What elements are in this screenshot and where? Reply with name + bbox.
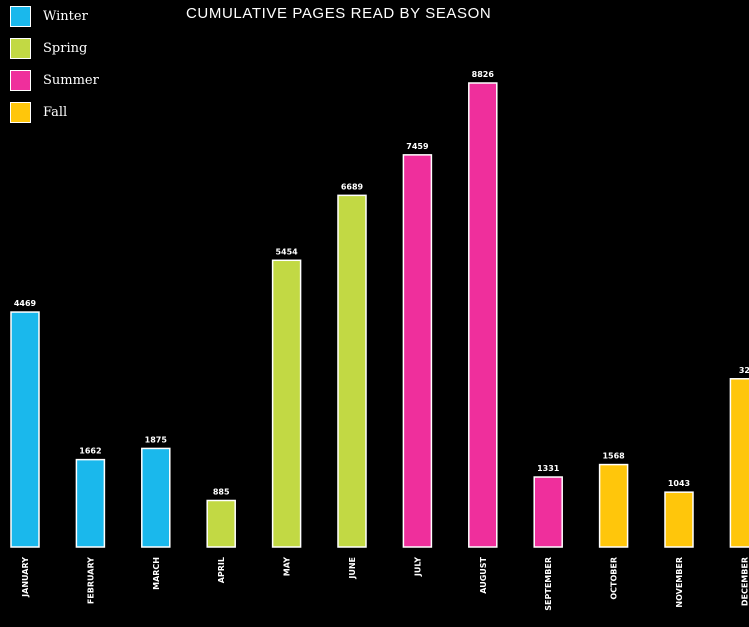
- legend-label-summer: Summer: [43, 73, 99, 88]
- bar-november: [664, 491, 694, 548]
- value-label-february: 1662: [79, 447, 101, 456]
- x-tick-label-august: AUGUST: [479, 556, 488, 593]
- value-label-october: 1568: [602, 452, 625, 461]
- x-tick-label-march: MARCH: [152, 557, 161, 590]
- value-label-may: 5454: [275, 247, 298, 256]
- value-label-november: 1043: [668, 479, 690, 488]
- legend-swatch-fall: [10, 102, 31, 123]
- legend-swatch-winter: [10, 6, 31, 27]
- legend-item-spring: Spring: [10, 38, 99, 59]
- legend-label-spring: Spring: [43, 41, 88, 56]
- legend-item-summer: Summer: [10, 70, 99, 91]
- chart-title: CUMULATIVE PAGES READ BY SEASON: [186, 5, 492, 22]
- bar-june: [337, 194, 367, 548]
- x-tick-label-june: JUNE: [348, 557, 357, 580]
- x-tick-label-november: NOVEMBER: [675, 557, 684, 608]
- legend: Winter Spring Summer Fall: [10, 6, 99, 134]
- x-tick-label-may: MAY: [283, 557, 292, 576]
- x-tick-label-october: OCTOBER: [610, 557, 619, 600]
- legend-label-fall: Fall: [43, 105, 68, 120]
- bar-december: [729, 378, 749, 548]
- legend-swatch-summer: [10, 70, 31, 91]
- bar-september: [533, 476, 563, 548]
- bar-february: [75, 458, 106, 548]
- value-label-january: 4469: [14, 299, 37, 308]
- bar-august: [468, 82, 498, 548]
- bar-may: [271, 259, 302, 548]
- x-tick-label-april: APRIL: [217, 557, 226, 583]
- value-label-march: 1875: [145, 435, 168, 444]
- bar-april: [206, 499, 236, 548]
- legend-item-winter: Winter: [10, 6, 99, 27]
- value-label-april: 885: [213, 487, 230, 496]
- x-tick-label-december: DECEMBER: [740, 557, 749, 606]
- legend-swatch-spring: [10, 38, 31, 59]
- x-tick-label-february: FEBRUARY: [86, 557, 95, 604]
- value-label-december: 32: [739, 366, 749, 375]
- bar-july: [402, 154, 433, 548]
- bar-march: [141, 447, 171, 548]
- value-label-june: 6689: [341, 182, 364, 191]
- value-label-august: 8826: [472, 70, 495, 79]
- value-label-september: 1331: [537, 464, 560, 473]
- legend-label-winter: Winter: [43, 9, 88, 24]
- legend-item-fall: Fall: [10, 102, 99, 123]
- x-tick-label-september: SEPTEMBER: [544, 557, 553, 611]
- value-label-july: 7459: [406, 142, 429, 151]
- x-tick-label-july: JULY: [413, 557, 422, 577]
- bar-january: [10, 311, 40, 548]
- bar-october: [598, 463, 629, 548]
- x-tick-label-january: JANUARY: [21, 557, 30, 598]
